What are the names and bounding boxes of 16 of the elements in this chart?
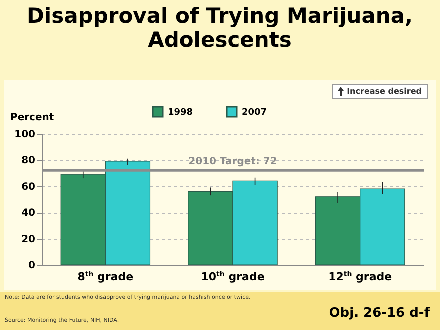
y-tick-label: 60 (22, 182, 36, 193)
y-tick-label: 80 (22, 156, 36, 167)
text: Obj. 26-16 d-f (329, 306, 430, 321)
x-tick-label: 10$^{th}$ grade (201, 270, 265, 284)
y-tick-label: 20 (22, 234, 36, 246)
legend-label: 2007 (242, 108, 268, 118)
x-tick-label: 12$^{th}$ grade (328, 270, 392, 284)
y-axis-title: Percent (10, 112, 54, 124)
y-tick-label: 40 (22, 208, 36, 220)
x-tick-label: 8$^{th}$ grade (78, 270, 134, 284)
text: Increase desired (347, 87, 422, 96)
ref-line-label: 2010 Target: 72 (188, 156, 278, 168)
y-tick-label: 0 (28, 260, 36, 272)
chart-title: Disapproval of Trying Marijuana, Adolescents (26, 4, 414, 52)
legend-label: 1998 (168, 108, 194, 118)
y-tick-label: 100 (14, 130, 36, 140)
